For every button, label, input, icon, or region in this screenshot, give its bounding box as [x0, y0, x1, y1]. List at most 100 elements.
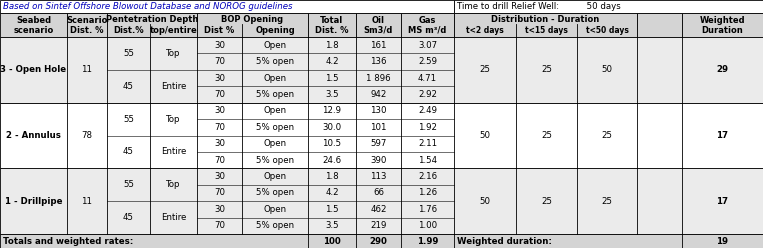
Text: Totals and weighted rates:: Totals and weighted rates: [3, 237, 134, 246]
Text: 25: 25 [601, 131, 613, 140]
Text: Weighted: Weighted [700, 16, 745, 25]
Text: 2.92: 2.92 [418, 90, 437, 99]
Text: 55: 55 [123, 115, 134, 124]
Text: 130: 130 [370, 106, 387, 115]
Text: 5% open: 5% open [256, 90, 294, 99]
Text: 4.2: 4.2 [325, 57, 339, 66]
Text: 1.5: 1.5 [325, 74, 339, 83]
Text: Dist %: Dist % [204, 26, 235, 35]
Text: Entire: Entire [161, 147, 186, 156]
Text: 101: 101 [370, 123, 387, 132]
Text: Total: Total [320, 16, 343, 25]
Text: 70: 70 [214, 123, 225, 132]
Bar [0, 13, 67, 37]
Text: 4.2: 4.2 [325, 188, 339, 197]
Text: 4.71: 4.71 [418, 74, 437, 83]
Bar [308, 13, 356, 37]
Text: 30: 30 [214, 139, 225, 148]
Bar [454, 13, 637, 37]
Text: BOP Opening: BOP Opening [221, 14, 284, 24]
Text: 1 896: 1 896 [366, 74, 391, 83]
Text: 3.5: 3.5 [325, 221, 339, 230]
Text: Entire: Entire [161, 213, 186, 222]
Text: t<15 days: t<15 days [525, 26, 568, 35]
Text: t<50 days: t<50 days [585, 26, 629, 35]
Text: Top: Top [166, 115, 181, 124]
Text: 50: 50 [479, 197, 491, 206]
Text: 55: 55 [123, 49, 134, 58]
Text: Dist. %: Dist. % [315, 26, 349, 35]
Text: 219: 219 [370, 221, 387, 230]
Text: 5% open: 5% open [256, 221, 294, 230]
Text: Scenario: Scenario [66, 16, 108, 25]
Text: Dist. %: Dist. % [70, 26, 104, 35]
Text: 5% open: 5% open [256, 188, 294, 197]
Text: 45: 45 [123, 82, 134, 91]
Text: Weighted duration:: Weighted duration: [457, 237, 552, 246]
Text: 45: 45 [123, 147, 134, 156]
Text: 1 - Drillpipe: 1 - Drillpipe [5, 197, 63, 206]
Text: 30: 30 [214, 41, 225, 50]
Bar [0, 0, 454, 13]
Text: Oil: Oil [372, 16, 385, 25]
Text: top/entire: top/entire [150, 26, 198, 35]
Text: Top: Top [166, 180, 181, 189]
Text: 25: 25 [541, 197, 552, 206]
Text: 2.11: 2.11 [418, 139, 437, 148]
Text: 290: 290 [369, 237, 388, 246]
Text: 942: 942 [370, 90, 387, 99]
Text: 100: 100 [323, 237, 341, 246]
Text: 70: 70 [214, 156, 225, 165]
Text: 30: 30 [214, 205, 225, 214]
Text: 597: 597 [370, 139, 387, 148]
Text: Open: Open [263, 139, 287, 148]
Text: 3.07: 3.07 [418, 41, 437, 50]
Text: 55: 55 [123, 180, 134, 189]
Bar [0, 234, 763, 248]
Text: 1.92: 1.92 [418, 123, 437, 132]
Text: 50: 50 [479, 131, 491, 140]
Text: 2.59: 2.59 [418, 57, 437, 66]
Bar [0, 168, 763, 234]
Text: 1.99: 1.99 [417, 237, 438, 246]
Bar [197, 13, 308, 37]
Text: 12.9: 12.9 [323, 106, 342, 115]
Text: 25: 25 [541, 131, 552, 140]
Text: 1.8: 1.8 [325, 172, 339, 181]
Text: Open: Open [263, 41, 287, 50]
Text: 5% open: 5% open [256, 57, 294, 66]
Text: 113: 113 [370, 172, 387, 181]
Text: 2.49: 2.49 [418, 106, 437, 115]
Text: 10.5: 10.5 [323, 139, 342, 148]
Text: 70: 70 [214, 221, 225, 230]
Text: 19: 19 [716, 237, 729, 246]
Text: Seabed: Seabed [16, 16, 51, 25]
Text: 78: 78 [82, 131, 92, 140]
Text: Duration: Duration [702, 26, 743, 35]
Text: Pentetration Depth: Pentetration Depth [106, 14, 198, 24]
Text: Distribution - Duration: Distribution - Duration [491, 14, 600, 24]
Text: 70: 70 [214, 90, 225, 99]
Text: 1.8: 1.8 [325, 41, 339, 50]
Text: 45: 45 [123, 213, 134, 222]
Text: t<2 days: t<2 days [466, 26, 504, 35]
Text: Sm3/d: Sm3/d [364, 26, 393, 35]
Text: Opening: Opening [255, 26, 295, 35]
Text: 66: 66 [373, 188, 384, 197]
Text: 17: 17 [716, 197, 729, 206]
Text: 161: 161 [370, 41, 387, 50]
Text: 3 - Open Hole: 3 - Open Hole [1, 65, 66, 74]
Text: 5% open: 5% open [256, 156, 294, 165]
Bar [107, 13, 197, 37]
Text: 136: 136 [370, 57, 387, 66]
Text: 24.6: 24.6 [323, 156, 342, 165]
Text: 1.00: 1.00 [418, 221, 437, 230]
Text: 11: 11 [82, 197, 92, 206]
Text: Entire: Entire [161, 82, 186, 91]
Text: 30: 30 [214, 172, 225, 181]
Bar [0, 103, 763, 168]
Text: 1.76: 1.76 [418, 205, 437, 214]
Text: 25: 25 [601, 197, 613, 206]
Text: 25: 25 [479, 65, 491, 74]
Text: Based on Sintef Offshore Blowout Database and NOROG guidelines: Based on Sintef Offshore Blowout Databas… [3, 2, 292, 11]
